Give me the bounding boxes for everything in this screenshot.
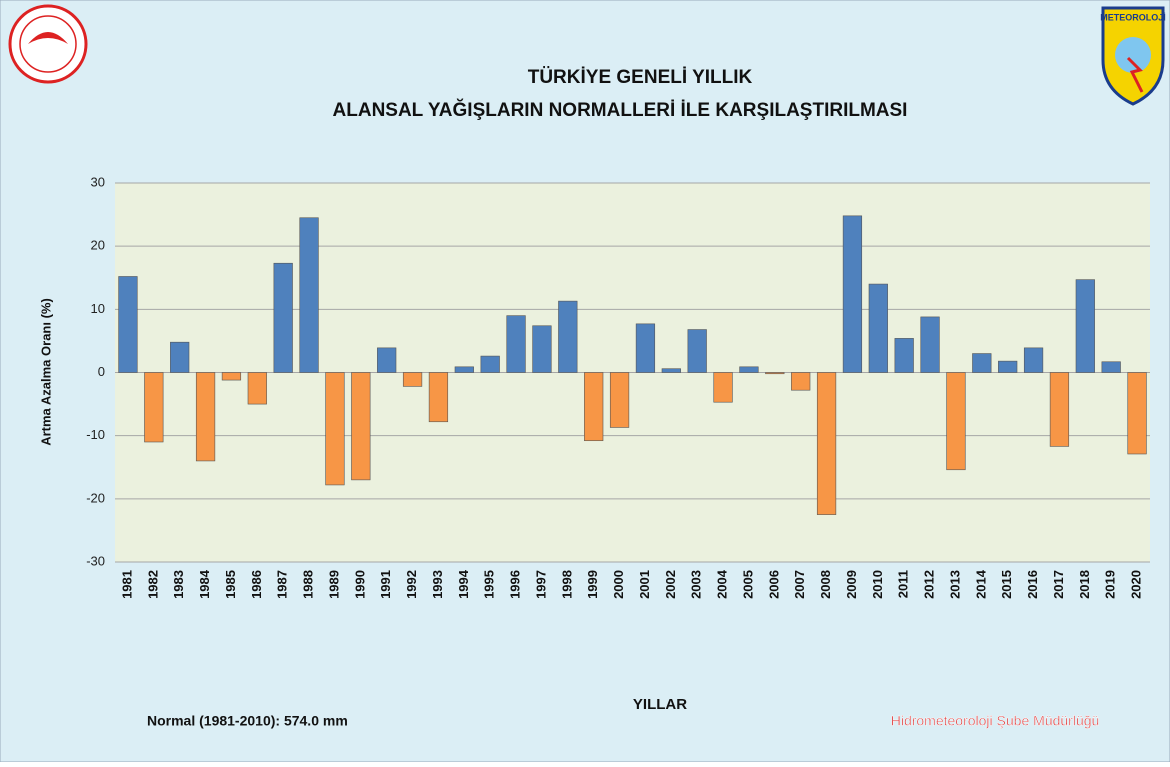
- bar: [1023, 347, 1044, 373]
- bar: [739, 366, 759, 373]
- bar: [842, 215, 863, 373]
- y-tick-label: 30: [91, 174, 105, 189]
- x-tick-label: 1990: [352, 570, 367, 599]
- bar: [687, 329, 707, 373]
- x-tick-label: 2018: [1077, 570, 1092, 599]
- x-tick-label: 1987: [275, 570, 290, 599]
- x-tick-label: 1981: [119, 570, 134, 599]
- bar: [1127, 372, 1147, 455]
- x-tick-label: 2012: [922, 570, 937, 599]
- bar: [351, 372, 371, 481]
- bar: [454, 366, 474, 373]
- bar: [428, 372, 449, 423]
- bar: [299, 217, 319, 373]
- x-tick-label: 2017: [1051, 570, 1066, 599]
- bar: [480, 355, 500, 373]
- y-tick-label: -30: [86, 553, 105, 568]
- chart-title: ALANSAL YAĞIŞLARIN NORMALLERİ İLE KARŞIL…: [333, 99, 908, 121]
- x-axis-label: YILLAR: [633, 696, 687, 713]
- x-tick-label: 2001: [637, 570, 652, 599]
- bar: [972, 353, 992, 373]
- bar: [946, 372, 966, 471]
- bar: [118, 276, 138, 373]
- left-logo: [8, 4, 88, 84]
- x-tick-label: 1982: [145, 570, 160, 599]
- y-tick-label: -20: [86, 490, 105, 505]
- x-tick-label: 1989: [326, 570, 341, 599]
- note: Normal (1981-2010): 574.0 mm: [147, 713, 348, 729]
- bar: [661, 368, 681, 373]
- bar: [247, 372, 267, 405]
- logo-text: METEOROLOJİ: [1100, 12, 1166, 22]
- bar: [532, 325, 552, 373]
- x-tick-label: 1988: [301, 570, 316, 599]
- bar: [765, 372, 785, 375]
- x-tick-label: 1993: [430, 570, 445, 599]
- y-axis-label: Artma Azalma Oranı (%): [38, 298, 53, 446]
- bar: [325, 372, 345, 486]
- right-logo: METEOROLOJİ: [1100, 6, 1166, 106]
- x-tick-label: 1997: [533, 570, 548, 599]
- bar: [920, 316, 940, 373]
- x-tick-label: 1984: [197, 569, 212, 599]
- y-tick-label: 0: [98, 364, 105, 379]
- bar: [377, 347, 397, 373]
- bar: [635, 323, 656, 373]
- bar: [791, 372, 811, 391]
- x-tick-label: 2000: [611, 570, 626, 599]
- bar: [998, 360, 1018, 373]
- x-tick-label: 2014: [973, 569, 988, 599]
- x-tick-label: 2006: [766, 570, 781, 599]
- bar: [1049, 372, 1070, 447]
- x-tick-label: 1992: [404, 570, 419, 599]
- y-tick-label: -10: [86, 427, 105, 442]
- x-tick-label: 2010: [870, 570, 885, 599]
- x-tick-label: 2005: [740, 570, 755, 599]
- bar: [1075, 279, 1095, 373]
- bar: [609, 372, 630, 428]
- chart-title: TÜRKİYE GENELİ YILLIK: [528, 67, 753, 88]
- x-tick-label: 1994: [456, 569, 471, 599]
- x-tick-label: 2016: [1025, 570, 1040, 599]
- bar: [273, 262, 293, 373]
- bar: [144, 372, 164, 443]
- x-tick-label: 2007: [792, 570, 807, 599]
- x-tick-label: 1986: [249, 570, 264, 599]
- x-tick-label: 2011: [896, 570, 911, 598]
- bar: [1101, 361, 1121, 373]
- x-tick-label: 2003: [689, 570, 704, 599]
- bar: [558, 300, 578, 373]
- x-tick-label: 1991: [378, 570, 393, 599]
- x-tick-label: 1996: [508, 570, 523, 599]
- x-tick-label: 2013: [947, 570, 962, 599]
- bar: [402, 372, 423, 387]
- bar: [221, 372, 242, 381]
- x-tick-label: 2019: [1103, 570, 1118, 599]
- x-tick-label: 1995: [482, 570, 497, 599]
- bar: [506, 315, 526, 373]
- x-tick-label: 2020: [1129, 570, 1144, 599]
- bar: [894, 338, 914, 373]
- x-tick-label: 1999: [585, 570, 600, 599]
- x-tick-label: 2002: [663, 570, 678, 599]
- bar: [195, 372, 216, 462]
- x-tick-label: 2004: [715, 569, 730, 599]
- x-tick-label: 1998: [559, 570, 574, 599]
- x-tick-label: 1985: [223, 570, 238, 599]
- x-tick-label: 2009: [844, 570, 859, 599]
- x-tick-label: 2008: [818, 570, 833, 599]
- bar: [170, 341, 190, 373]
- y-tick-label: 10: [91, 301, 105, 316]
- bar: [713, 372, 733, 403]
- footer: Hidrometeoroloji Şube Müdürlüğü: [891, 713, 1100, 729]
- x-tick-label: 2015: [999, 570, 1014, 599]
- x-tick-label: 1983: [171, 570, 186, 599]
- bar: [868, 283, 888, 373]
- y-tick-label: 20: [91, 238, 105, 253]
- bar: [816, 372, 837, 515]
- bar: [584, 372, 604, 442]
